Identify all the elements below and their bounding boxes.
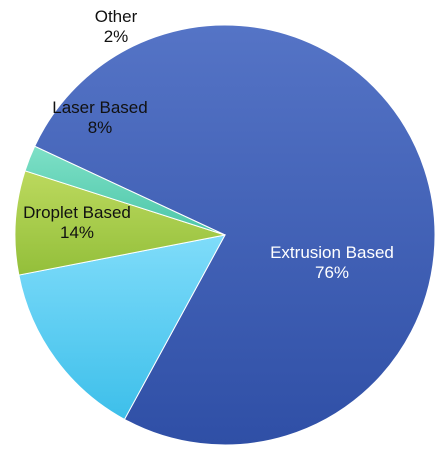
slice-label-extrusion-based: Extrusion Based 76%: [270, 243, 394, 282]
slice-name: Other: [95, 7, 138, 26]
pie-labels: Extrusion Based 76% Droplet Based 14% Laser …: [23, 7, 394, 282]
slice-label-droplet-based: Droplet Based 14%: [23, 203, 131, 242]
slice-name: Extrusion Based: [270, 243, 394, 262]
slice-percent: 2%: [104, 27, 129, 46]
slice-percent: 76%: [315, 263, 349, 282]
pie-slice-droplet-based: [18, 234, 226, 421]
pie-slice-other: [24, 145, 226, 236]
slice-percent: 8%: [88, 118, 113, 137]
pie-slices: [14, 24, 435, 446]
slice-name: Laser Based: [52, 98, 147, 117]
pie-slice-laser-based: [14, 170, 226, 276]
pie-slice-extrusion-based: [34, 24, 435, 446]
slice-label-other: Other 2%: [95, 7, 138, 46]
slice-name: Droplet Based: [23, 203, 131, 222]
slice-percent: 14%: [60, 223, 94, 242]
slice-label-laser-based: Laser Based 8%: [52, 98, 147, 137]
